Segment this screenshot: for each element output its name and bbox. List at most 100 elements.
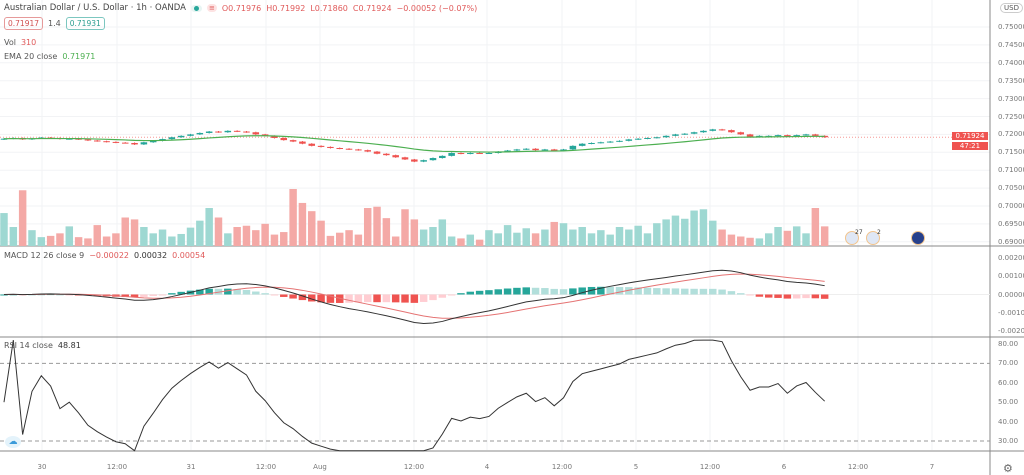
volume-bar <box>643 233 652 246</box>
volume-bar <box>475 239 484 246</box>
candle <box>289 140 297 142</box>
macd-histogram-bar <box>709 288 717 295</box>
volume-bar <box>177 233 185 246</box>
au-event-flag-icon[interactable] <box>911 231 925 245</box>
volume-bar <box>615 227 624 246</box>
volume-bar <box>261 223 269 246</box>
candle <box>802 134 810 136</box>
ohlc-change: −0.00052 (−0.07%) <box>396 3 478 13</box>
candle <box>196 132 204 135</box>
candle <box>0 138 8 140</box>
event-count-badge: 27 <box>855 229 863 236</box>
macd-histogram-bar <box>774 294 782 298</box>
candle <box>66 138 73 140</box>
macd-histogram-bar <box>261 293 269 295</box>
candle <box>401 157 409 160</box>
macd-histogram-bar <box>615 287 624 295</box>
macd-histogram-bar <box>224 288 232 295</box>
volume-bar <box>457 238 465 246</box>
volume-bar <box>494 233 502 246</box>
macd-histogram-bar <box>820 294 829 299</box>
candle <box>709 129 717 131</box>
cloud-icon[interactable]: ☁ <box>5 436 21 448</box>
candle <box>252 132 260 135</box>
volume-bar <box>634 225 642 246</box>
macd-histogram-bar <box>326 294 335 303</box>
volume-bar <box>56 233 64 246</box>
candle <box>681 133 689 135</box>
macd-histogram-bar <box>718 289 726 295</box>
time-tick: 12:00 <box>551 463 573 471</box>
candle <box>597 142 605 144</box>
macd-histogram-bar <box>438 294 447 298</box>
macd-histogram-bar <box>429 294 437 301</box>
symbol-title[interactable]: Australian Dollar / U.S. Dollar · 1h · O… <box>4 3 186 13</box>
settings-gear-icon[interactable]: ⚙ <box>1003 462 1013 475</box>
macd-histogram-bar <box>811 294 820 299</box>
volume-bar <box>354 234 363 246</box>
time-tick: 30 <box>37 463 47 471</box>
volume-bar <box>597 230 605 246</box>
data-window-icon[interactable]: ≡ <box>206 4 217 12</box>
ohlc-low: L0.71860 <box>310 3 348 13</box>
volume-legend[interactable]: Vol 310 <box>4 38 36 47</box>
ema-label: EMA 20 close <box>4 52 58 61</box>
volume-bar <box>65 226 74 246</box>
volume-bar <box>503 225 512 246</box>
us-event-flag-icon[interactable]: 2 <box>866 229 881 245</box>
time-tick: 12:00 <box>403 463 425 471</box>
macd-histogram-bar <box>270 294 279 296</box>
candle <box>392 155 399 158</box>
volume-bar <box>289 189 297 246</box>
macd-histogram-bar <box>345 294 353 303</box>
candle <box>345 148 353 150</box>
market-status-icon[interactable] <box>190 4 202 12</box>
us-event-flag-icon[interactable]: 27 <box>845 229 863 245</box>
ema-legend[interactable]: EMA 20 close 0.71971 <box>4 52 95 61</box>
buy-button[interactable]: 0.71931 <box>65 17 105 30</box>
candle <box>364 150 371 152</box>
volume-bar <box>625 229 633 246</box>
candle <box>653 137 661 139</box>
volume-bar <box>37 237 46 246</box>
macd-histogram-bar <box>466 291 475 295</box>
candle <box>700 130 707 133</box>
candle <box>513 149 521 151</box>
macd-histogram-bar <box>681 288 689 295</box>
volume-bar <box>345 230 353 246</box>
sell-button[interactable]: 0.71917 <box>4 17 44 30</box>
macd-histogram-bar <box>410 294 419 303</box>
volume-bar <box>578 227 586 246</box>
candle <box>504 150 511 152</box>
volume-bar <box>121 217 129 246</box>
volume-bar <box>774 227 782 246</box>
macd-histogram-bar <box>56 294 64 296</box>
candle <box>774 135 782 137</box>
time-tick: 7 <box>929 463 935 471</box>
volume-bar <box>168 236 176 246</box>
rsi-legend[interactable]: RSI 14 close 48.81 <box>4 341 81 350</box>
volume-bar <box>252 230 260 246</box>
macd-line <box>3 269 825 324</box>
macd-histogram-bar <box>550 288 558 295</box>
volume-bar <box>102 236 111 246</box>
macd-histogram-bar <box>0 294 8 296</box>
volume-bar <box>569 229 577 246</box>
macd-histogram-bar <box>447 294 456 296</box>
volume-bar <box>149 233 157 246</box>
candle <box>149 140 157 143</box>
candle <box>588 142 595 144</box>
countdown-label: 47:21 <box>952 142 988 150</box>
candle <box>569 145 577 150</box>
candle <box>690 132 698 134</box>
macd-histogram-bar <box>755 294 764 297</box>
macd-legend[interactable]: MACD 12 26 close 9 −0.00022 0.00032 0.00… <box>4 251 205 260</box>
currency-button[interactable]: USD <box>1000 3 1023 13</box>
